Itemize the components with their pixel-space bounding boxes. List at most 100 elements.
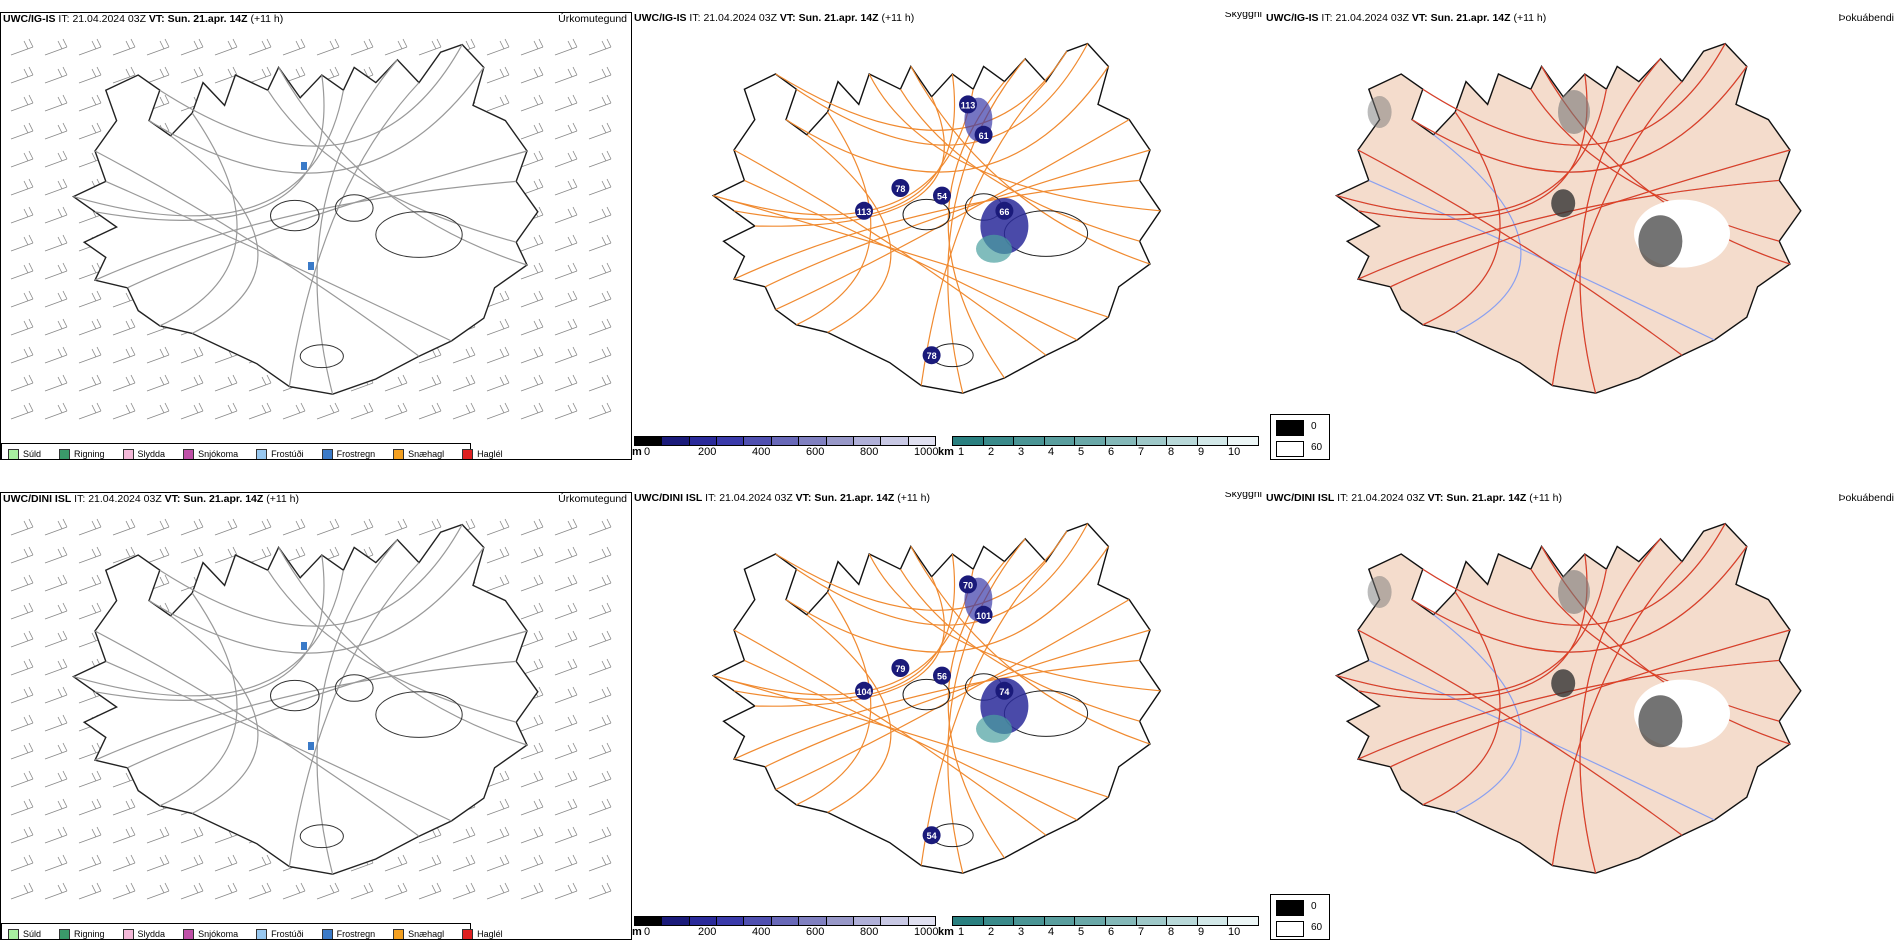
wind-barb (10, 742, 34, 760)
wind-barb (588, 826, 612, 844)
vis-area (976, 714, 1012, 743)
fog-legend-swatch (1276, 900, 1304, 916)
wind-barb (588, 122, 612, 140)
road-line (1422, 591, 1501, 806)
precip-type-panel: UWC/IG-IS IT: 21.04.2024 03Z VT: Sun. 21… (0, 12, 632, 460)
vis-tick: 7 (1138, 446, 1145, 458)
road-line (733, 629, 1047, 836)
wind-barb (384, 374, 408, 392)
vis-tick: 10 (1228, 926, 1241, 938)
wind-barb (350, 38, 374, 56)
legend-item: Súld (8, 448, 41, 459)
glacier-outline (270, 199, 320, 232)
wind-barb (180, 38, 204, 56)
vis-area (976, 234, 1012, 263)
vis-tick: 8 (1168, 926, 1175, 938)
road-line (1579, 58, 1661, 394)
cloud-tick: 0 (644, 446, 651, 458)
wind-barb (78, 374, 102, 392)
wind-barb (350, 882, 374, 900)
wind-barb (588, 318, 612, 336)
fog-legend-label: 60 (1311, 442, 1323, 453)
legend-swatch (462, 928, 474, 939)
road-line (1357, 149, 1683, 356)
road-line (713, 569, 974, 696)
panel-title: Þokuábendi (1838, 12, 1894, 24)
colorbar-cell (662, 437, 690, 445)
colorbar-cell (953, 437, 984, 445)
vis-tick: 9 (1198, 446, 1205, 458)
colorbar-cell (1197, 917, 1229, 925)
wind-barb (112, 826, 136, 844)
legend-item: Súld (8, 928, 41, 939)
road-line (947, 538, 1026, 874)
wind-barb (44, 94, 68, 112)
panel-title: Skyggni (1224, 12, 1262, 20)
colorbar-cell (744, 437, 772, 445)
cloud-label-marker (855, 201, 873, 220)
wind-barb (10, 234, 34, 252)
colorbar-cell (853, 917, 882, 925)
road-line (1422, 111, 1501, 326)
colorbar-cell (881, 437, 909, 445)
wind-barb (486, 798, 510, 816)
road-line (796, 591, 872, 806)
visibility-colorbar (952, 916, 1259, 926)
vis-tick: 3 (1018, 926, 1025, 938)
wind-barb (44, 38, 68, 56)
vis-tick: 3 (1018, 446, 1025, 458)
cloud-label: 61 (979, 131, 989, 141)
wind-barb (350, 518, 374, 536)
cloud-label: 54 (937, 192, 947, 202)
road-line (796, 523, 1089, 626)
iceland-outline (1335, 522, 1802, 874)
wind-barb (486, 826, 510, 844)
wind-barb (554, 290, 578, 308)
wind-barb (588, 38, 612, 56)
wind-barb (486, 854, 510, 872)
legend-item: Rigning (59, 448, 105, 459)
wind-barb (384, 518, 408, 536)
wind-barb (588, 742, 612, 760)
colorbar-cell (771, 437, 800, 445)
cloud-label-marker (974, 605, 993, 624)
road-line (105, 660, 452, 822)
wind-barb (146, 402, 170, 420)
glacier-outline (375, 691, 463, 738)
cloud-label-marker (933, 186, 951, 205)
fog-area (1367, 96, 1392, 128)
wind-barb (10, 94, 34, 112)
colorbar-cell (744, 917, 772, 925)
wind-barb (520, 38, 544, 56)
cloud-label-marker (933, 666, 951, 685)
wind-barb (248, 402, 272, 420)
frostregn-patch (308, 742, 314, 750)
wind-barb (10, 290, 34, 308)
iceland-outline (72, 523, 539, 875)
legend-item: Snæhagl (393, 448, 444, 459)
wind-barb (520, 546, 544, 564)
wind-barb (78, 854, 102, 872)
wind-barb (588, 882, 612, 900)
colorbar-cell (983, 917, 1015, 925)
glacier-outline (270, 679, 320, 712)
wind-barb (520, 882, 544, 900)
wind-barb (554, 882, 578, 900)
road-line (796, 43, 1089, 146)
wind-barb (418, 882, 442, 900)
wind-barb (588, 574, 612, 592)
cloud-label-marker (855, 681, 873, 700)
vis-tick: 1 (958, 926, 965, 938)
wind-barb (520, 66, 544, 84)
wind-barb (78, 770, 102, 788)
wind-barb (418, 402, 442, 420)
wind-barb (282, 402, 306, 420)
wind-barb (112, 318, 136, 336)
wind-barb (146, 346, 170, 364)
wind-barb (214, 38, 238, 56)
map-header: UWC/IG-IS IT: 21.04.2024 03Z VT: Sun. 21… (3, 13, 284, 25)
wind-barb (282, 38, 306, 56)
wind-barb (554, 234, 578, 252)
colorbar-cell (635, 917, 663, 925)
colorbar-cell (799, 437, 827, 445)
